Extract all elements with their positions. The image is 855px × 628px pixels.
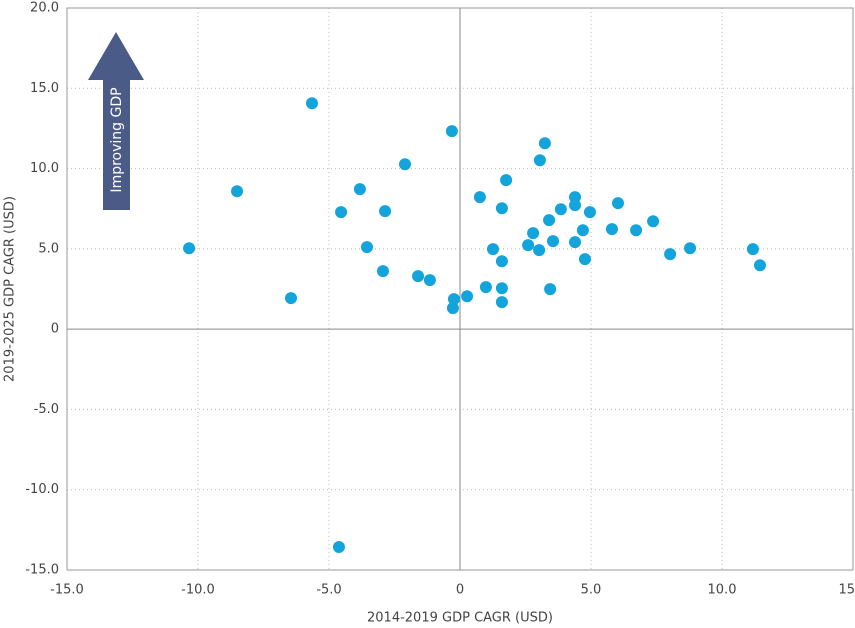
- point: [379, 205, 392, 218]
- point: [461, 290, 474, 303]
- point: [527, 227, 540, 240]
- point: [231, 185, 244, 198]
- point: [332, 541, 345, 554]
- point: [423, 274, 436, 287]
- point: [446, 302, 459, 315]
- x-axis-title: 2014-2019 GDP CAGR (USD): [367, 611, 553, 626]
- point: [583, 206, 596, 219]
- point: [533, 244, 546, 257]
- point: [569, 199, 582, 212]
- point: [412, 270, 425, 283]
- point: [569, 236, 582, 249]
- point: [500, 174, 513, 187]
- point: [495, 255, 508, 268]
- y-tick-label: -15.0: [25, 563, 59, 578]
- point: [447, 293, 460, 306]
- y-tick-label: 0: [51, 322, 59, 337]
- point: [398, 158, 411, 171]
- point: [543, 214, 556, 227]
- y-axis-title: 2019-2025 GDP CAGR (USD): [3, 196, 18, 382]
- point: [335, 206, 348, 219]
- point: [647, 215, 660, 228]
- point: [495, 282, 508, 295]
- point: [479, 281, 492, 294]
- y-tick-label: 15.0: [30, 81, 59, 96]
- point: [353, 183, 366, 196]
- point: [495, 202, 508, 215]
- point: [576, 224, 589, 237]
- point: [578, 253, 591, 266]
- point: [611, 197, 624, 210]
- point: [544, 283, 557, 296]
- x-tick-label: 0: [456, 583, 464, 598]
- point: [360, 241, 373, 254]
- y-tick-label: -10.0: [25, 482, 59, 497]
- x-tick-label: -5.0: [316, 583, 341, 598]
- x-tick-label: -15.0: [50, 583, 84, 598]
- point: [445, 125, 458, 138]
- point: [487, 243, 500, 256]
- point: [473, 191, 486, 204]
- plot-frame: [66, 7, 854, 571]
- point: [376, 265, 389, 278]
- point: [630, 224, 643, 237]
- annotation: Improving GDP: [109, 87, 125, 192]
- y-tick-label: 5.0: [38, 241, 59, 256]
- point: [522, 239, 535, 252]
- y-tick-label: -5.0: [34, 402, 59, 417]
- y-tick-label: 10.0: [30, 161, 59, 176]
- x-tick-label: -10.0: [181, 583, 215, 598]
- point: [554, 203, 567, 216]
- point: [538, 137, 551, 150]
- point: [285, 292, 298, 305]
- x-tick-label: 15.0: [839, 583, 855, 598]
- point: [664, 248, 677, 261]
- point: [183, 242, 196, 255]
- point: [684, 242, 697, 255]
- point: [547, 235, 560, 248]
- point: [605, 223, 618, 236]
- point: [495, 296, 508, 309]
- point: [533, 154, 546, 167]
- point: [305, 97, 318, 110]
- x-tick-label: 5.0: [581, 583, 602, 598]
- y-tick-label: 20.0: [30, 1, 59, 16]
- point: [746, 243, 759, 256]
- x-tick-label: 10.0: [708, 583, 737, 598]
- annotation-arrow: [88, 32, 144, 210]
- point: [753, 259, 766, 272]
